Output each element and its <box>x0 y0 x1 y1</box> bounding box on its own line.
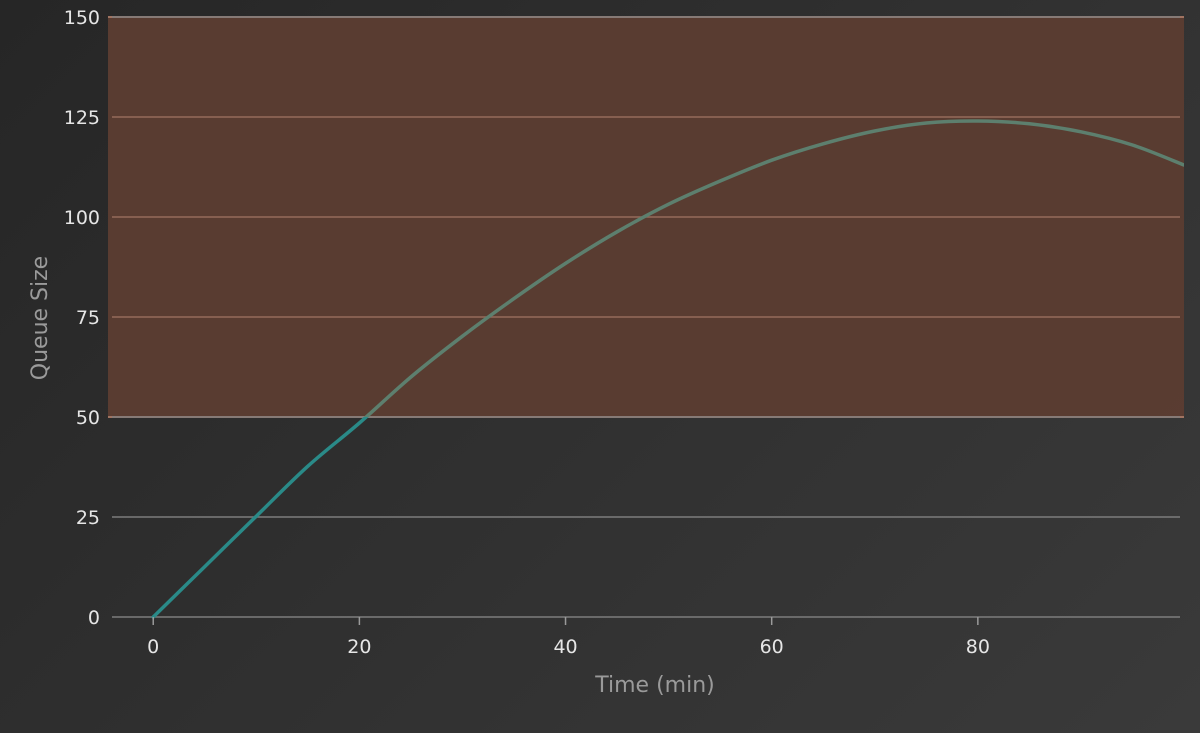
y-tick-label-25: 25 <box>76 507 100 529</box>
y-tick-label-125: 125 <box>64 107 100 129</box>
x-tick-label-80: 80 <box>966 636 990 658</box>
y-tick-label-100: 100 <box>64 207 100 229</box>
series-line-layer <box>151 119 1184 619</box>
x-tick-label-0: 0 <box>147 636 159 658</box>
x-tick-label-60: 60 <box>760 636 784 658</box>
y-tick-label-75: 75 <box>76 307 100 329</box>
series-segment-above-threshold <box>363 119 1184 417</box>
y-tick-label-0: 0 <box>88 607 100 629</box>
series-line-below <box>151 417 369 619</box>
series-line-above <box>363 119 1184 417</box>
y-tick-label-50: 50 <box>76 407 100 429</box>
x-axis-label: Time (min) <box>594 673 715 698</box>
gridlines <box>112 16 1180 618</box>
x-tick-label-20: 20 <box>347 636 371 658</box>
tick-labels: 0 25 50 75 100 125 150 0 20 40 60 80 <box>64 7 990 658</box>
y-tick-label-150: 150 <box>64 7 100 29</box>
y-axis-label: Queue Size <box>28 256 53 380</box>
x-tick-label-40: 40 <box>553 636 577 658</box>
series-segment-below-threshold <box>151 417 369 619</box>
